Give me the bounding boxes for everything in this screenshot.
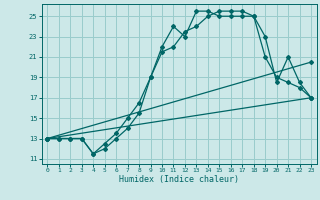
X-axis label: Humidex (Indice chaleur): Humidex (Indice chaleur) — [119, 175, 239, 184]
